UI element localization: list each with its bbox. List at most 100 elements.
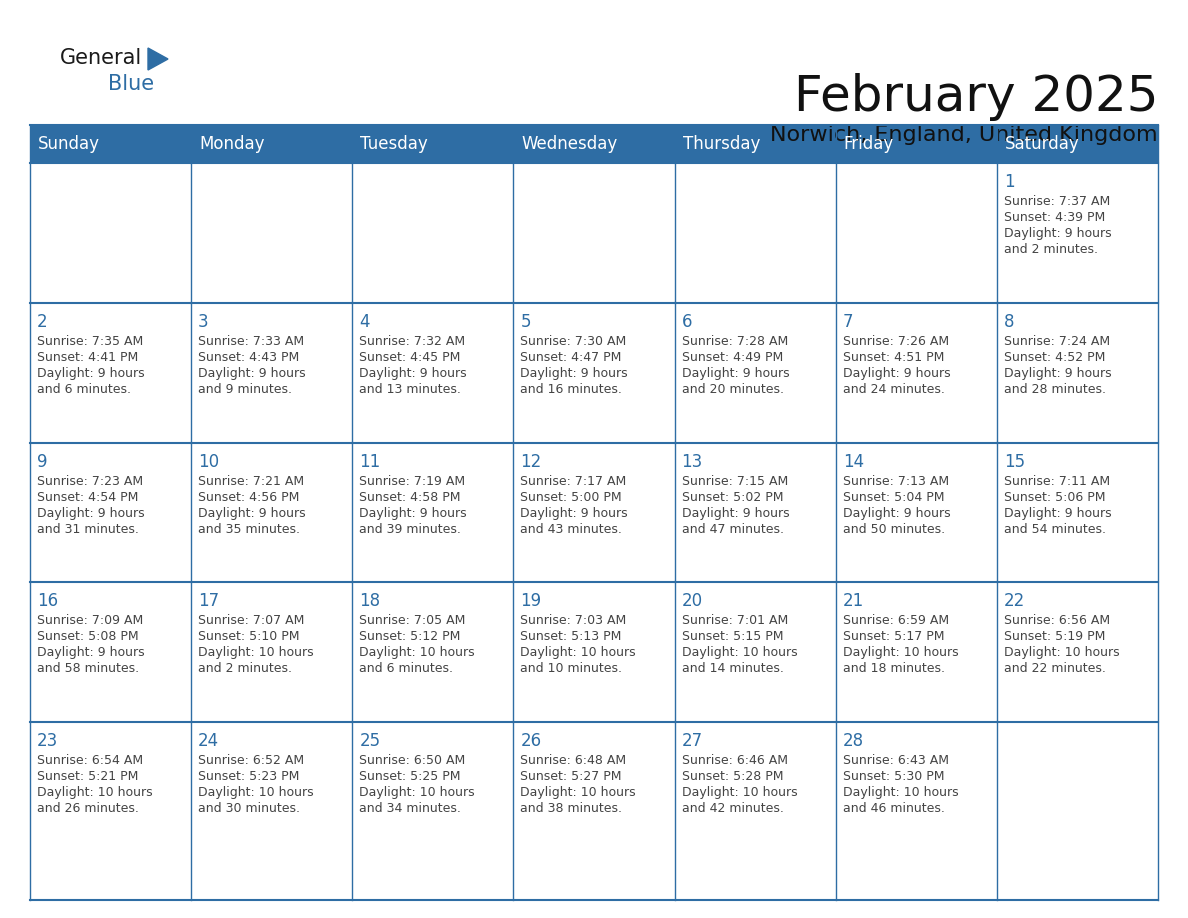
Text: 19: 19	[520, 592, 542, 610]
Text: 13: 13	[682, 453, 703, 471]
Bar	[353, 582, 513, 722]
Text: and 6 minutes.: and 6 minutes.	[359, 663, 454, 676]
Text: Sunrise: 7:37 AM: Sunrise: 7:37 AM	[1004, 195, 1110, 208]
Text: and 9 minutes.: and 9 minutes.	[198, 383, 292, 396]
Text: Thursday: Thursday	[683, 135, 760, 153]
Text: Sunrise: 6:59 AM: Sunrise: 6:59 AM	[842, 614, 949, 627]
Text: Daylight: 10 hours: Daylight: 10 hours	[1004, 646, 1119, 659]
Text: 8: 8	[1004, 313, 1015, 330]
Text: 5: 5	[520, 313, 531, 330]
Text: Sunrise: 6:52 AM: Sunrise: 6:52 AM	[198, 755, 304, 767]
Text: 4: 4	[359, 313, 369, 330]
Text: and 18 minutes.: and 18 minutes.	[842, 663, 944, 676]
Text: Sunrise: 7:07 AM: Sunrise: 7:07 AM	[198, 614, 304, 627]
Bar	[353, 442, 513, 582]
Bar	[191, 303, 353, 442]
Text: Sunrise: 6:56 AM: Sunrise: 6:56 AM	[1004, 614, 1110, 627]
Text: and 30 minutes.: and 30 minutes.	[198, 802, 301, 815]
Bar	[30, 303, 191, 442]
Text: Sunset: 5:08 PM: Sunset: 5:08 PM	[37, 631, 139, 644]
Text: Sunrise: 7:32 AM: Sunrise: 7:32 AM	[359, 335, 466, 348]
Text: 26: 26	[520, 733, 542, 750]
Bar	[997, 722, 1158, 862]
Bar	[997, 582, 1158, 722]
Text: 17: 17	[198, 592, 220, 610]
Bar	[513, 722, 675, 862]
Text: Sunset: 4:56 PM: Sunset: 4:56 PM	[198, 490, 299, 504]
Bar	[30, 442, 191, 582]
Text: Sunrise: 6:50 AM: Sunrise: 6:50 AM	[359, 755, 466, 767]
Text: Daylight: 9 hours: Daylight: 9 hours	[842, 367, 950, 380]
Text: Saturday: Saturday	[1005, 135, 1080, 153]
Bar	[191, 163, 353, 303]
Text: Sunset: 4:54 PM: Sunset: 4:54 PM	[37, 490, 138, 504]
Bar	[997, 163, 1158, 303]
Text: Sunrise: 7:19 AM: Sunrise: 7:19 AM	[359, 475, 466, 487]
Text: and 6 minutes.: and 6 minutes.	[37, 383, 131, 396]
Bar	[513, 163, 675, 303]
Bar	[191, 582, 353, 722]
Text: Sunset: 4:41 PM: Sunset: 4:41 PM	[37, 351, 138, 364]
Text: and 38 minutes.: and 38 minutes.	[520, 802, 623, 815]
Text: Daylight: 10 hours: Daylight: 10 hours	[359, 786, 475, 800]
Text: Sunset: 4:58 PM: Sunset: 4:58 PM	[359, 490, 461, 504]
Text: Daylight: 9 hours: Daylight: 9 hours	[682, 507, 789, 520]
Text: Daylight: 9 hours: Daylight: 9 hours	[520, 367, 628, 380]
Text: Daylight: 9 hours: Daylight: 9 hours	[1004, 227, 1112, 240]
Text: Daylight: 9 hours: Daylight: 9 hours	[520, 507, 628, 520]
Text: Sunset: 5:06 PM: Sunset: 5:06 PM	[1004, 490, 1105, 504]
Text: Sunrise: 7:35 AM: Sunrise: 7:35 AM	[37, 335, 144, 348]
Text: and 24 minutes.: and 24 minutes.	[842, 383, 944, 396]
Text: Daylight: 10 hours: Daylight: 10 hours	[520, 646, 636, 659]
Text: Daylight: 10 hours: Daylight: 10 hours	[198, 786, 314, 800]
Text: Sunrise: 7:30 AM: Sunrise: 7:30 AM	[520, 335, 627, 348]
Bar	[191, 722, 353, 862]
Text: 21: 21	[842, 592, 864, 610]
Text: Daylight: 10 hours: Daylight: 10 hours	[842, 646, 959, 659]
Text: Sunset: 5:10 PM: Sunset: 5:10 PM	[198, 631, 299, 644]
Text: Sunrise: 6:43 AM: Sunrise: 6:43 AM	[842, 755, 949, 767]
Text: Monday: Monday	[200, 135, 265, 153]
Bar	[513, 442, 675, 582]
Text: Daylight: 10 hours: Daylight: 10 hours	[682, 646, 797, 659]
Text: Daylight: 9 hours: Daylight: 9 hours	[198, 507, 305, 520]
Text: Sunset: 5:25 PM: Sunset: 5:25 PM	[359, 770, 461, 783]
Text: Sunrise: 7:24 AM: Sunrise: 7:24 AM	[1004, 335, 1110, 348]
Text: Sunrise: 7:26 AM: Sunrise: 7:26 AM	[842, 335, 949, 348]
Text: 2: 2	[37, 313, 48, 330]
Text: Wednesday: Wednesday	[522, 135, 618, 153]
Bar	[353, 722, 513, 862]
Text: and 42 minutes.: and 42 minutes.	[682, 802, 783, 815]
Bar	[191, 442, 353, 582]
Text: and 58 minutes.: and 58 minutes.	[37, 663, 139, 676]
Text: General: General	[61, 48, 143, 68]
Text: and 2 minutes.: and 2 minutes.	[198, 663, 292, 676]
Text: Daylight: 9 hours: Daylight: 9 hours	[1004, 507, 1112, 520]
Text: Sunset: 4:47 PM: Sunset: 4:47 PM	[520, 351, 621, 364]
Text: Sunset: 5:02 PM: Sunset: 5:02 PM	[682, 490, 783, 504]
Text: Sunset: 4:39 PM: Sunset: 4:39 PM	[1004, 211, 1105, 224]
Text: and 28 minutes.: and 28 minutes.	[1004, 383, 1106, 396]
Text: Sunrise: 6:54 AM: Sunrise: 6:54 AM	[37, 755, 143, 767]
Text: Daylight: 9 hours: Daylight: 9 hours	[682, 367, 789, 380]
Text: Sunset: 5:30 PM: Sunset: 5:30 PM	[842, 770, 944, 783]
Text: Sunset: 5:28 PM: Sunset: 5:28 PM	[682, 770, 783, 783]
Bar	[835, 582, 997, 722]
Text: and 14 minutes.: and 14 minutes.	[682, 663, 783, 676]
Text: Norwich, England, United Kingdom: Norwich, England, United Kingdom	[770, 125, 1158, 145]
Text: Friday: Friday	[843, 135, 893, 153]
Text: Sunday: Sunday	[38, 135, 100, 153]
Text: and 31 minutes.: and 31 minutes.	[37, 522, 139, 535]
Text: Sunrise: 7:05 AM: Sunrise: 7:05 AM	[359, 614, 466, 627]
Polygon shape	[148, 48, 168, 70]
Bar	[835, 303, 997, 442]
Text: Sunrise: 7:03 AM: Sunrise: 7:03 AM	[520, 614, 627, 627]
Text: 11: 11	[359, 453, 380, 471]
Bar	[353, 163, 513, 303]
Text: Daylight: 9 hours: Daylight: 9 hours	[37, 367, 145, 380]
Text: 28: 28	[842, 733, 864, 750]
Text: Sunrise: 6:48 AM: Sunrise: 6:48 AM	[520, 755, 626, 767]
Bar	[513, 582, 675, 722]
Text: Sunset: 5:17 PM: Sunset: 5:17 PM	[842, 631, 944, 644]
Text: Sunrise: 7:11 AM: Sunrise: 7:11 AM	[1004, 475, 1110, 487]
